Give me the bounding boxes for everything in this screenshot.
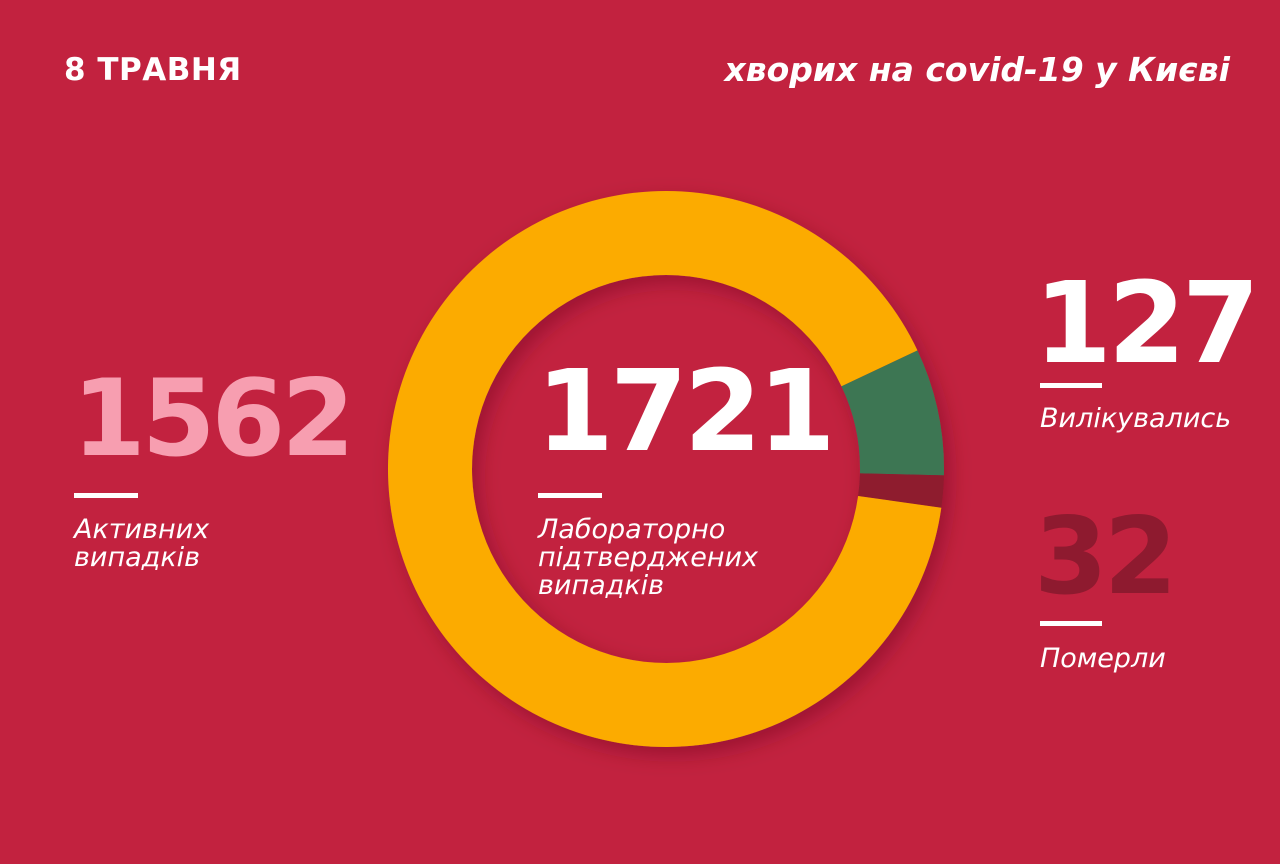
deaths-value: 32 [1034,495,1178,618]
total-label-line-1: Лабораторно [538,514,726,545]
deaths-label: Померли [1040,643,1166,674]
donut-slice-recovered [841,350,944,476]
donut-slice-deaths [858,473,944,508]
recovered-value: 127 [1034,259,1260,389]
total-cases-label: Лабораторно підтверджених випадків [538,516,758,600]
active-label-line-1: Активних [74,514,210,545]
total-label-line-2: підтверджених [538,542,758,573]
donut-slice-active [388,190,942,747]
total-divider [538,493,602,498]
headline: хворих на covid-19 у Києві [724,50,1230,89]
total-cases-value: 1721 [536,347,836,477]
active-divider [74,493,138,498]
recovered-label: Вилікувались [1040,403,1232,434]
date-label: 8 ТРАВНЯ [64,52,242,88]
deaths-divider [1040,621,1102,626]
active-cases-label: Активних випадків [74,516,209,572]
total-label-line-3: випадків [538,570,665,601]
active-cases-value: 1562 [72,357,355,480]
active-label-line-2: випадків [74,542,201,573]
recovered-divider [1040,383,1102,388]
